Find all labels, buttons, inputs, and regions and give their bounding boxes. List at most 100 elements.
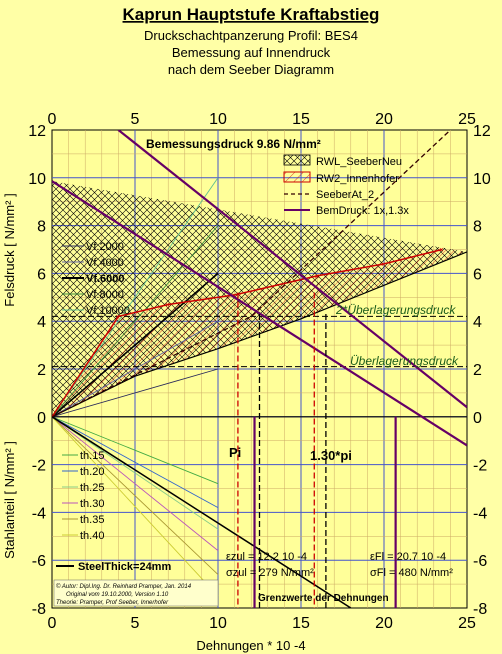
legend-label-vf8000: Vf.8000	[86, 289, 124, 301]
steel-line-th35	[52, 416, 219, 575]
overburden-2-label: 2*Überlagerungsdruck	[335, 303, 456, 317]
x-axis-label: Dehnungen * 10 -4	[196, 638, 305, 653]
y-tick-right: 4	[473, 314, 482, 331]
legend-label-bemdruck: BemDruck: 1x,1.3x	[316, 205, 409, 217]
bemdruck-1x-line	[52, 180, 467, 447]
y-tick-left: -6	[32, 553, 46, 570]
innenhofer-line	[52, 248, 443, 418]
y-tick-right: -4	[473, 505, 487, 522]
y-tick-left: 6	[37, 266, 46, 283]
y-tick-right: 10	[473, 171, 491, 188]
x-tick-bottom: 0	[48, 615, 57, 632]
legend-label-th40: th.40	[80, 530, 104, 542]
subtitle-line-3: nach dem Seeber Diagramm	[168, 62, 334, 77]
y-tick-right: 2	[473, 362, 482, 379]
design-pressure-label: Bemessungsdruck 9.86 N/mm²	[146, 137, 321, 151]
subtitle-line-2: Bemessung auf Innendruck	[172, 45, 331, 60]
main-legend: RWL_SeeberNeu RW2_Innenhofer SeeberAt_2 …	[283, 154, 409, 217]
steel-line-th40	[52, 416, 219, 597]
y-tick-left: 0	[37, 410, 46, 427]
y-tick-left: -2	[32, 458, 46, 475]
x-tick-top: 25	[458, 111, 476, 128]
x-tick-top: 10	[209, 111, 227, 128]
rock-line-vf2000	[52, 368, 219, 418]
legend-label-steelthick: SteelThick=24mm	[78, 561, 171, 573]
y-tick-right: -2	[473, 458, 487, 475]
x-tick-top: 0	[48, 111, 57, 128]
steel-line-th15	[52, 416, 219, 485]
steel-line-th30	[52, 416, 219, 551]
legend-label-seeberneu: RWL_SeeberNeu	[316, 156, 402, 168]
series-lines: × × × × × ×	[52, 130, 467, 608]
original-line: Original vom 19.10.2000, Version 1.10	[66, 592, 169, 598]
legend-label-th30: th.30	[80, 498, 104, 510]
legend-label-vf6000: Vf.6000	[86, 273, 125, 285]
eps-zul-label: εzul = 12.2 10 -4	[226, 551, 307, 563]
steel-thickness-legend: th.15 th.20 th.25 th.30 th.35 th.40 Stee…	[56, 450, 171, 573]
rock-line-vf4000	[52, 320, 219, 418]
author-line: © Autor: Dipl.Ing. Dr. Reinhard Pramper,…	[56, 583, 192, 590]
y-tick-right: 6	[473, 266, 482, 283]
innenhofer-marker: ×	[165, 300, 170, 309]
author-box: © Autor: Dipl.Ing. Dr. Reinhard Pramper,…	[53, 579, 219, 607]
rock-line-vf10000	[52, 177, 219, 418]
bemdruck-13x-line	[117, 130, 467, 409]
legend-swatch-seeberneu	[283, 154, 311, 166]
y-tick-right: 12	[473, 123, 491, 140]
legend-label-vf4000: Vf.4000	[86, 257, 124, 269]
y-axis-label-lower: Stahlanteil [ N/mm² ]	[2, 441, 17, 559]
legend-label-th35: th.35	[80, 514, 104, 526]
x-tick-bottom: 20	[375, 615, 393, 632]
y-axis-label-upper: Felsdruck [ N/mm² ]	[2, 193, 17, 306]
steel-line-th20	[52, 416, 219, 509]
subtitle-line-1: Druckschachtpanzerung Profil: BES4	[144, 28, 358, 43]
pi-label: Pi	[229, 445, 241, 460]
author-box-frame	[53, 579, 219, 607]
pi-13-label: 1.30*pi	[310, 448, 352, 463]
y-tick-left: 10	[28, 171, 46, 188]
sigma-zul-label: σzul = 279 N/mm²	[226, 567, 314, 579]
rock-line-vf8000	[52, 225, 219, 418]
legend-label-innenhofer: RW2_Innenhofer	[316, 173, 399, 185]
seeberat2-line	[52, 130, 451, 418]
legend-label-th20: th.20	[80, 466, 104, 478]
y-tick-right: 0	[473, 410, 482, 427]
legend-label-seeberat2: SeeberAt_2	[316, 189, 374, 201]
innenhofer-marker: ×	[115, 312, 120, 321]
legend-label-vf10000: Vf.10000	[86, 305, 130, 317]
steel-line-th25	[52, 416, 219, 530]
y-tick-left: 2	[37, 362, 46, 379]
x-tick-bottom: 25	[458, 615, 476, 632]
legend-label-vf2000: Vf.2000	[86, 241, 124, 253]
y-tick-left: -4	[32, 505, 46, 522]
y-tick-left: 12	[28, 123, 46, 140]
innenhofer-marker: ×	[381, 260, 386, 269]
y-tick-right: -6	[473, 553, 487, 570]
x-tick-top: 20	[375, 111, 393, 128]
overburden-1-label: Überlagerungsdruck	[350, 354, 459, 368]
innenhofer-marker: ×	[315, 272, 320, 281]
rock-modulus-legend: Vf.2000 Vf.4000 Vf.6000 Vf.8000 Vf.10000	[62, 241, 130, 317]
y-tick-right: -8	[473, 601, 487, 618]
y-tick-left: -8	[32, 601, 46, 618]
y-tick-left: 4	[37, 314, 46, 331]
innenhofer-marker: ×	[439, 246, 444, 255]
y-tick-right: 8	[473, 219, 482, 236]
x-tick-bottom: 15	[292, 615, 310, 632]
eps-fl-label: εFl = 20.7 10 -4	[370, 551, 446, 563]
rock-line-vf6000	[52, 272, 219, 418]
legend-label-th15: th.15	[80, 450, 104, 462]
chart-title: Kaprun Hauptstufe Kraftabstieg	[123, 5, 380, 24]
steel-thick-line	[52, 416, 352, 608]
x-tick-bottom: 5	[131, 615, 140, 632]
limits-label: Grenzwerte der Dehnungen	[258, 593, 389, 604]
sigma-fl-label: σFl = 480 N/mm²	[370, 567, 453, 579]
innenhofer-marker: ×	[232, 291, 237, 300]
theory-line: Theorie: Pramper, Prof Seeber, Innerhofe…	[56, 600, 169, 606]
legend-swatch-innenhofer	[283, 171, 311, 183]
legend-label-th25: th.25	[80, 482, 104, 494]
y-tick-left: 8	[37, 219, 46, 236]
